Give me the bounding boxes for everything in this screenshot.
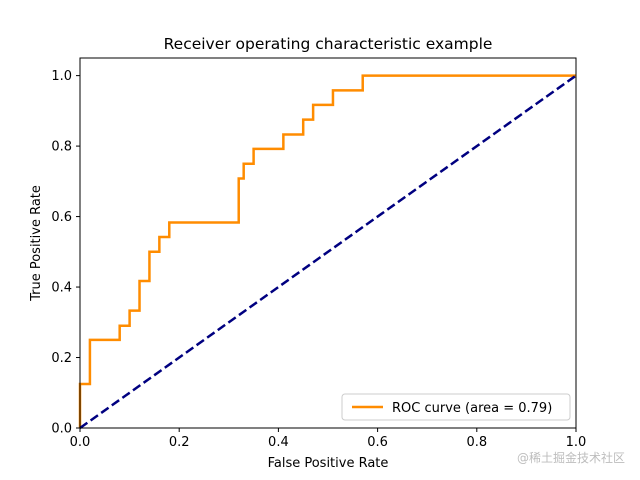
- legend: ROC curve (area = 0.79): [341, 393, 571, 421]
- watermark: @稀土掘金技术社区: [517, 450, 625, 465]
- x-tick-label: 0.0: [70, 435, 91, 450]
- x-tick-label: 0.4: [268, 435, 289, 450]
- axes-frame: [79, 57, 577, 429]
- y-tick-label: 1.0: [51, 69, 72, 84]
- x-tick-label: 0.8: [466, 435, 487, 450]
- y-tick-label: 0.0: [51, 422, 72, 437]
- chart-title: Receiver operating characteristic exampl…: [164, 35, 493, 53]
- x-tick-label: 0.2: [169, 435, 190, 450]
- chance-diagonal-line: [79, 74, 577, 430]
- y-tick-label: 0.6: [51, 210, 72, 225]
- x-tick-label: 0.6: [367, 435, 388, 450]
- plot-area: [78, 57, 577, 430]
- legend-label-roc: ROC curve (area = 0.79): [392, 401, 552, 416]
- y-tick-label: 0.8: [51, 140, 72, 155]
- y-tick-label: 0.4: [51, 281, 72, 296]
- y-axis-label: True Positive Rate: [29, 185, 44, 302]
- x-axis-label: False Positive Rate: [268, 456, 389, 471]
- x-axis-ticks: 0.0 0.2 0.4 0.6 0.8 1.0: [70, 428, 587, 450]
- legend-box: [341, 393, 571, 421]
- y-axis-ticks: 0.0 0.2 0.4 0.6 0.8 1.0: [51, 69, 80, 437]
- roc-curve-line: [78, 74, 576, 428]
- y-tick-label: 0.2: [51, 351, 72, 366]
- x-tick-label: 1.0: [566, 435, 587, 450]
